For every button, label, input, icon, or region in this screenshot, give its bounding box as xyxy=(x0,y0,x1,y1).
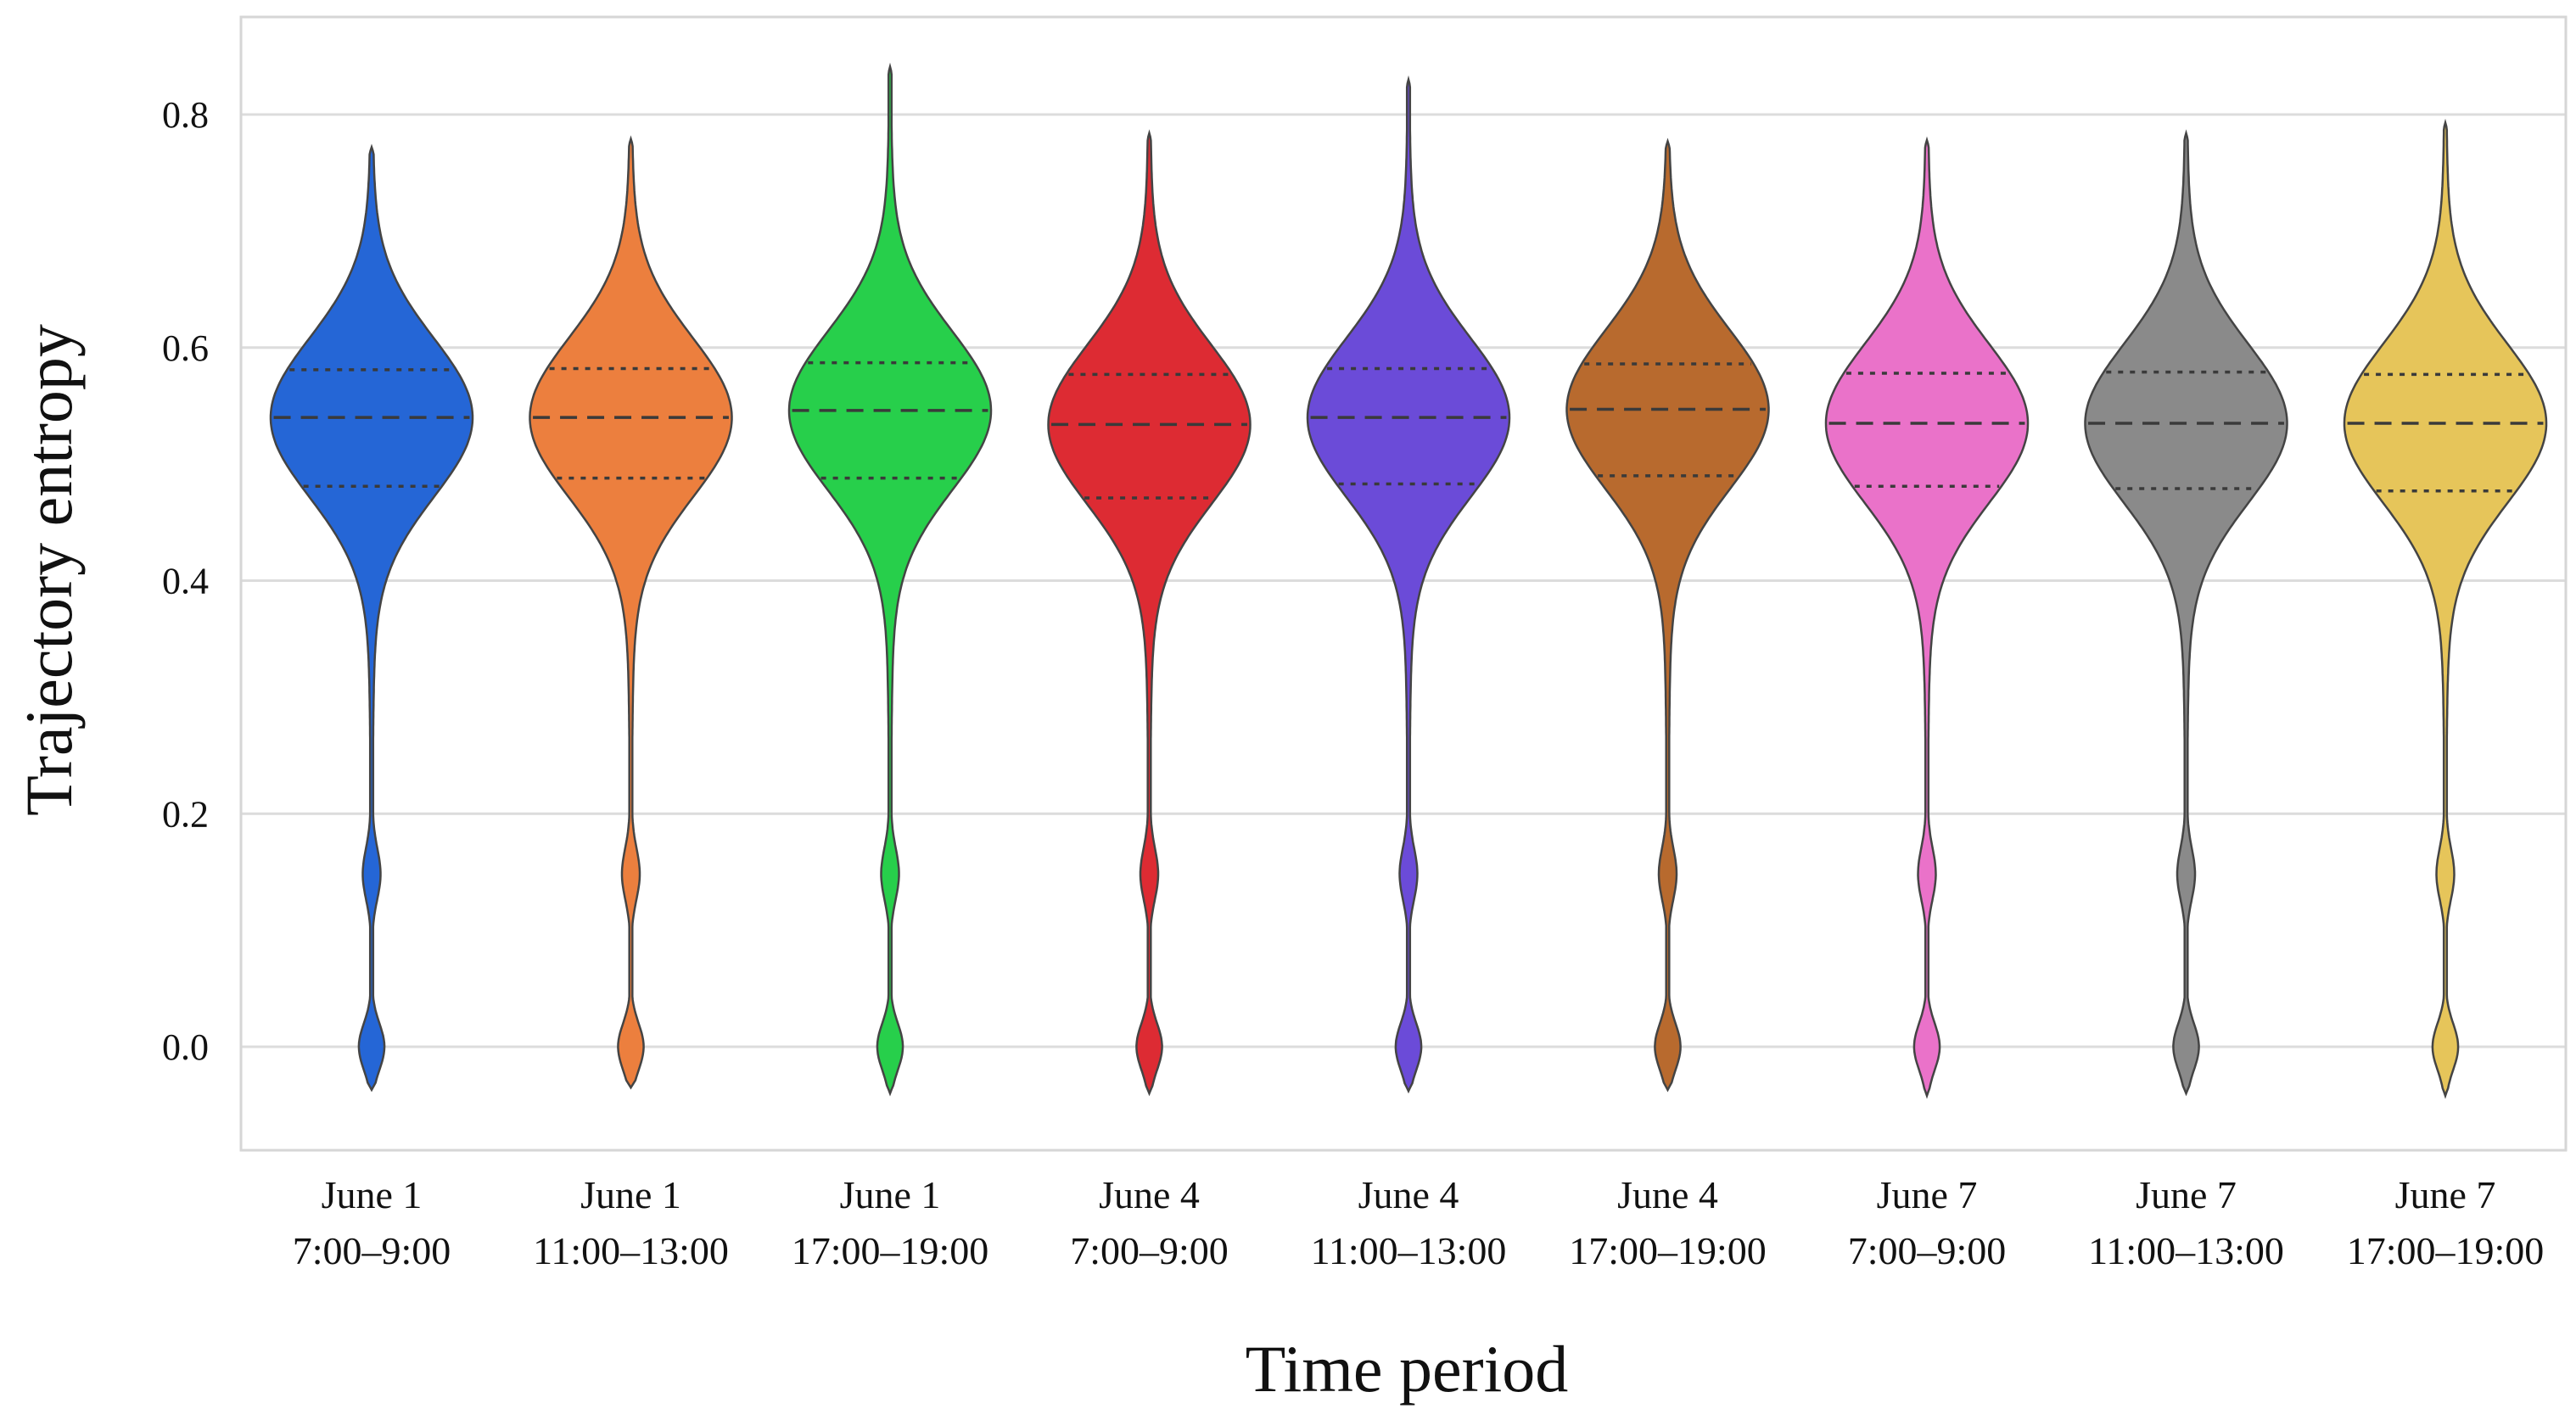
x-tick-label-time: 11:00–13:00 xyxy=(1311,1229,1507,1272)
x-tick-label-time: 17:00–19:00 xyxy=(1569,1229,1767,1272)
x-tick-labels: June 1 7:00–9:00 June 1 11:00–13:00 June 1 17… xyxy=(293,1173,2545,1272)
x-tick-label-time: 17:00–19:00 xyxy=(792,1229,989,1272)
x-tick-label-time: 7:00–9:00 xyxy=(293,1229,451,1272)
violin-body xyxy=(529,135,733,1090)
violin-body xyxy=(1047,129,1252,1097)
x-axis-title: Time period xyxy=(1246,1332,1569,1406)
x-tick-label-time: 11:00–13:00 xyxy=(533,1229,729,1272)
x-tick-label-time: 7:00–9:00 xyxy=(1848,1229,2007,1272)
x-tick-label-day: June 4 xyxy=(1358,1173,1459,1216)
violin-body xyxy=(269,143,474,1093)
violin-body xyxy=(787,62,993,1097)
violin-body xyxy=(1824,136,2030,1099)
x-tick-label-day: June 7 xyxy=(2395,1173,2496,1216)
x-tick-label-day: June 4 xyxy=(1099,1173,1200,1216)
x-tick-label-day: June 4 xyxy=(1617,1173,1718,1216)
x-tick-label-day: June 7 xyxy=(2136,1173,2237,1216)
violin-layer xyxy=(269,62,2548,1099)
y-tick-label: 0.6 xyxy=(162,327,209,369)
y-tick-labels: 0.0 0.2 0.4 0.6 0.8 xyxy=(162,94,209,1068)
x-tick-label-day: June 1 xyxy=(580,1173,681,1216)
x-tick-label-day: June 1 xyxy=(840,1173,941,1216)
x-tick-label-day: June 1 xyxy=(322,1173,423,1216)
x-tick-label-day: June 7 xyxy=(1877,1173,1978,1216)
y-tick-label: 0.8 xyxy=(162,94,209,136)
y-tick-label: 0.2 xyxy=(162,793,209,835)
plot-frame xyxy=(239,15,2568,1152)
violin-body xyxy=(1306,75,1511,1094)
violin-body xyxy=(2343,118,2548,1099)
violin-body xyxy=(2084,129,2288,1097)
y-axis-title: Trajectory entropy xyxy=(12,324,86,816)
y-tick-label: 0.0 xyxy=(162,1026,209,1068)
violin-body xyxy=(1565,137,1770,1093)
y-tick-label: 0.4 xyxy=(162,561,209,602)
x-tick-label-time: 17:00–19:00 xyxy=(2347,1229,2545,1272)
x-tick-label-time: 11:00–13:00 xyxy=(2088,1229,2284,1272)
x-tick-label-time: 7:00–9:00 xyxy=(1070,1229,1229,1272)
